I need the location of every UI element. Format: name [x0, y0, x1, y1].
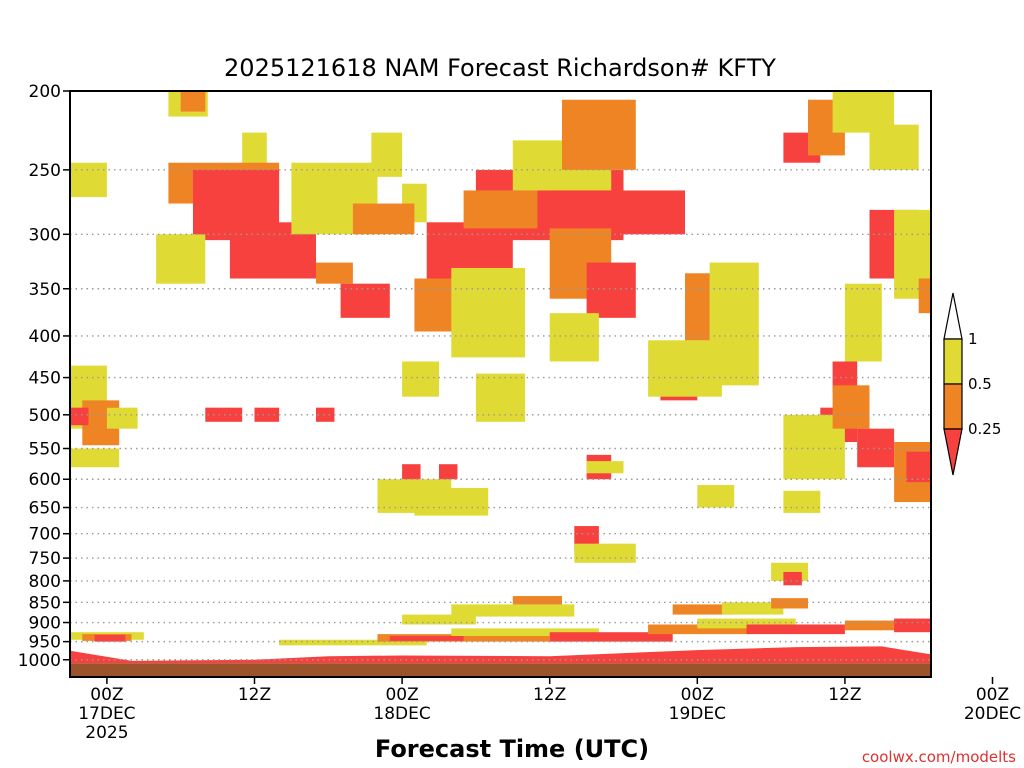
ri-lowband-high — [451, 628, 599, 637]
ri-cell-mid — [562, 99, 636, 170]
ri-cell-high — [70, 448, 120, 468]
y-tick-label: 200 — [29, 82, 61, 102]
x-tick-label: 12Z — [828, 685, 861, 705]
ri-cell-high — [844, 283, 882, 362]
ri-cell-high — [869, 124, 919, 170]
ri-cell-low — [439, 464, 458, 480]
y-tick-label: 600 — [29, 470, 61, 490]
ri-cell-high — [475, 373, 526, 422]
ri-cell-low — [783, 571, 802, 586]
colorbar-level-label: 0.5 — [968, 375, 992, 393]
chart-title: 2025121618 NAM Forecast Richardson# KFTY — [224, 54, 776, 82]
ri-cell-low — [906, 451, 931, 483]
colorbar-bin-0.5-1 — [943, 338, 963, 385]
ri-cell-low — [70, 407, 89, 426]
y-tick-label: 700 — [29, 525, 61, 545]
y-tick-label: 750 — [29, 549, 61, 569]
ri-cell-low — [254, 407, 280, 422]
ri-cell-high — [402, 361, 439, 397]
colorbar-bin-above-1 — [943, 292, 963, 340]
y-tick-label: 650 — [29, 499, 61, 519]
x-tick-label: 00Z — [385, 685, 418, 705]
richardson-cells — [70, 91, 931, 646]
x-tick-label: 19DEC — [669, 704, 726, 724]
ri-lowband-mid — [648, 624, 747, 635]
x-tick-label: 00Z — [976, 685, 1009, 705]
ri-cell-high — [70, 162, 107, 198]
y-axis: 200 250 300 350 400 450 500 550 600 650 700 750 8008… — [18, 82, 70, 671]
ri-cell-high — [783, 490, 821, 513]
colorbar-legend: 1 0.5 0.25 — [943, 292, 1001, 476]
ri-cell-mid — [316, 262, 353, 284]
plot-area — [69, 90, 932, 678]
ri-lowband-low — [389, 636, 464, 641]
ri-lowband-low — [894, 618, 931, 633]
ri-cell-mid — [180, 91, 206, 112]
ri-cell-high — [156, 234, 206, 284]
ri-lowband-low — [746, 624, 845, 635]
ri-cell-high — [709, 262, 759, 386]
ri-lowband-high — [279, 639, 427, 646]
ri-cell-high — [721, 602, 784, 615]
y-tick-label: 800 — [29, 572, 61, 592]
y-tick-label: 850 — [29, 593, 61, 613]
ri-cell-mid — [352, 203, 415, 235]
x-tick-label: 12Z — [238, 685, 271, 705]
ri-lowband-low — [94, 634, 126, 642]
y-tick-label: 950 — [29, 633, 61, 653]
ri-cell-mid — [463, 190, 538, 229]
colorbar-level-label: 1 — [968, 330, 978, 348]
y-tick-label: 450 — [29, 369, 61, 389]
x-tick-label: 00Z — [90, 685, 123, 705]
ground-below-surface — [70, 663, 931, 677]
x-tick-label: 2025 — [85, 723, 128, 743]
ri-cell-low — [316, 407, 335, 422]
ri-cell-low — [205, 407, 243, 422]
ri-cell-low — [549, 190, 685, 235]
ri-cell-high — [414, 487, 489, 516]
x-tick-label: 20DEC — [964, 704, 1021, 724]
ri-cell-high — [574, 543, 636, 563]
x-tick-label: 12Z — [533, 685, 566, 705]
x-tick-label: 17DEC — [78, 704, 135, 724]
y-tick-label: 500 — [29, 406, 61, 426]
ri-cell-high — [451, 604, 575, 617]
ri-cell-high — [106, 407, 138, 429]
ri-cell-mid — [672, 604, 735, 615]
x-tick-label: 18DEC — [373, 704, 430, 724]
y-tick-label: 1000 — [18, 651, 61, 671]
y-tick-label: 350 — [29, 280, 61, 300]
ri-cell-high — [402, 614, 476, 625]
ri-lowband-low — [549, 632, 673, 642]
x-axis-label: Forecast Time (UTC) — [375, 735, 649, 763]
ri-cell-high — [549, 313, 599, 362]
ri-lowband-mid — [377, 634, 550, 642]
ri-cell-high — [586, 461, 624, 474]
credit-text: coolwx.com/modelts — [862, 748, 1016, 766]
y-tick-label: 300 — [29, 225, 61, 245]
pressure-gridlines — [70, 169, 931, 661]
colorbar-level-label: 0.25 — [968, 420, 1001, 438]
ri-lowband-high — [697, 618, 796, 629]
x-tick-label: 00Z — [681, 685, 714, 705]
ri-cell-mid — [918, 278, 931, 314]
colorbar-bin-below-0.25 — [943, 428, 963, 476]
y-tick-label: 550 — [29, 439, 61, 459]
ri-cell-high — [451, 267, 526, 358]
colorbar-bin-0.25-0.5 — [943, 383, 963, 430]
ri-cell-low — [586, 262, 636, 318]
y-tick-label: 400 — [29, 327, 61, 347]
ri-cell-low — [340, 283, 390, 318]
ri-lowband-mid — [844, 620, 919, 631]
ri-cell-low — [402, 464, 421, 480]
ri-cell-mid — [771, 598, 808, 609]
y-tick-label: 250 — [29, 161, 61, 181]
ri-cell-high — [697, 485, 735, 508]
plot-frame — [69, 90, 932, 678]
y-tick-label: 900 — [29, 614, 61, 634]
ri-cell-mid — [832, 385, 870, 429]
